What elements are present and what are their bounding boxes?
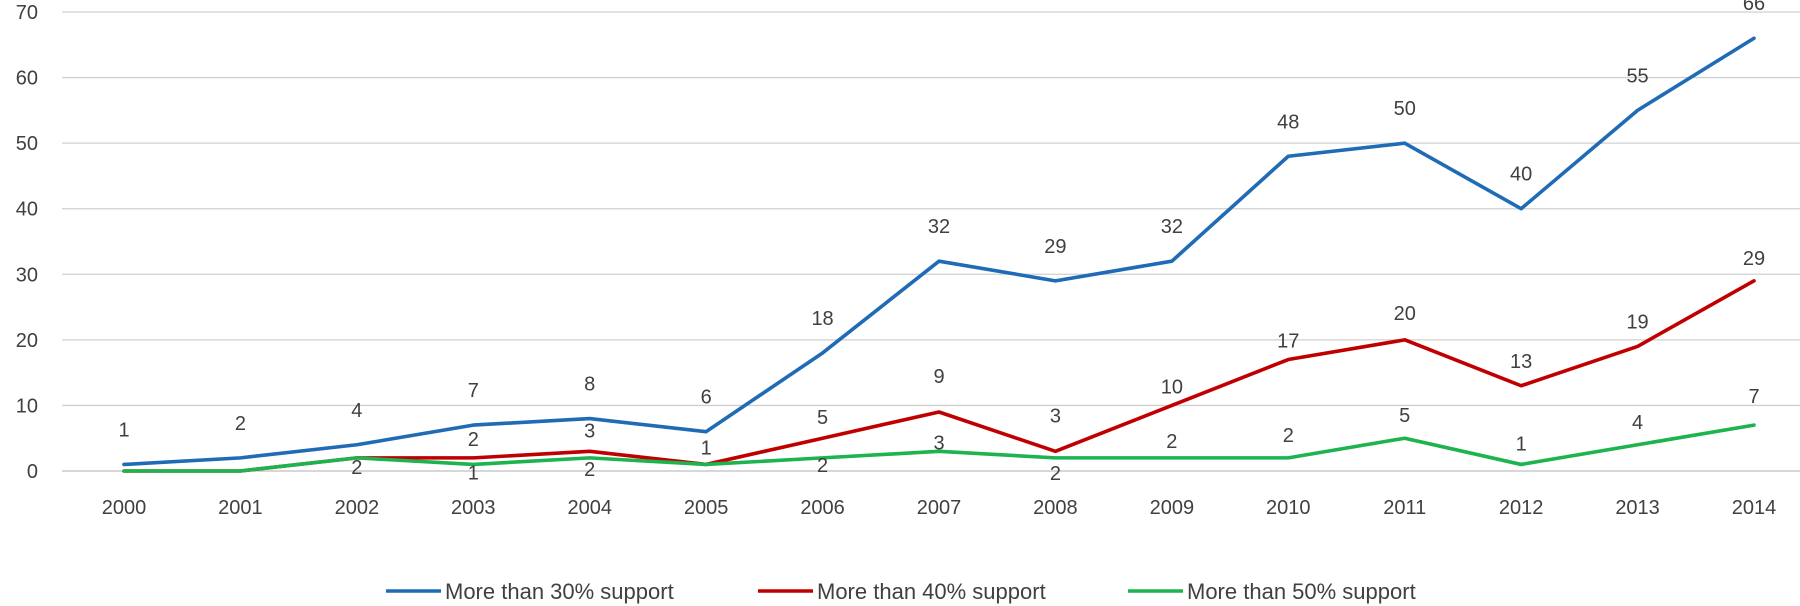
data-label: 7 (468, 380, 479, 402)
x-axis-tick-labels: 2000 2001 2002 2003 2004 2005 2006 2007 2008 2009… (102, 497, 1777, 519)
legend: More than 30% support More than 40% suppo… (386, 579, 1416, 604)
x-tick-label: 2001 (218, 497, 263, 519)
x-tick-label: 2008 (1033, 497, 1078, 519)
gridlines (62, 11, 1800, 472)
data-label: 2 (1283, 425, 1294, 447)
legend-label: More than 40% support (817, 579, 1046, 604)
data-label: 1 (118, 419, 129, 441)
data-label: 29 (1044, 236, 1066, 258)
data-label: 5 (817, 407, 828, 429)
series-line (122, 423, 1756, 473)
x-tick-label: 2011 (1383, 497, 1426, 519)
y-tick-label: 10 (16, 395, 38, 417)
series-lines (122, 36, 1756, 473)
data-label: 13 (1510, 351, 1532, 373)
data-label: 20 (1394, 303, 1416, 325)
data-label: 1 (468, 462, 479, 484)
data-label: 29 (1743, 248, 1765, 270)
data-label: 40 (1510, 164, 1532, 186)
data-label: 5 (1399, 405, 1410, 427)
x-tick-label: 2002 (335, 497, 380, 519)
data-label: 4 (1632, 412, 1643, 434)
x-tick-label: 2003 (451, 497, 496, 519)
x-tick-label: 2005 (684, 497, 729, 519)
y-tick-label: 70 (16, 2, 38, 24)
data-label: 10 (1161, 376, 1183, 398)
data-label: 50 (1394, 98, 1416, 120)
x-tick-label: 2000 (102, 497, 147, 519)
data-label: 66 (1743, 0, 1765, 15)
x-tick-label: 2007 (917, 497, 962, 519)
series-line (122, 36, 1756, 467)
y-tick-label: 0 (27, 461, 38, 483)
data-label: 32 (928, 216, 950, 238)
data-label: 2 (1166, 431, 1177, 453)
data-label: 1 (1516, 433, 1527, 455)
y-tick-label: 60 (16, 68, 38, 90)
x-tick-label: 2004 (567, 497, 612, 519)
data-label: 2 (817, 455, 828, 477)
y-tick-label: 30 (16, 264, 38, 286)
data-label: 32 (1161, 216, 1183, 238)
data-label: 48 (1277, 111, 1299, 133)
data-label: 1 (701, 437, 712, 459)
data-label: 7 (1748, 386, 1759, 408)
x-tick-label: 2012 (1499, 497, 1544, 519)
x-tick-label: 2010 (1266, 497, 1311, 519)
data-label: 2 (1050, 463, 1061, 485)
data-label: 3 (933, 432, 944, 454)
data-label: 4 (351, 400, 362, 422)
data-label: 3 (584, 420, 595, 442)
data-label: 9 (933, 366, 944, 388)
y-tick-label: 50 (16, 133, 38, 155)
y-tick-label: 40 (16, 199, 38, 221)
y-tick-label: 20 (16, 330, 38, 352)
data-label: 8 (584, 374, 595, 396)
data-label: 18 (811, 308, 833, 330)
data-label: 3 (1050, 405, 1061, 427)
data-label: 2 (468, 429, 479, 451)
x-tick-label: 2009 (1150, 497, 1195, 519)
data-label: 19 (1626, 311, 1648, 333)
legend-label: More than 30% support (445, 579, 674, 604)
x-tick-label: 2006 (800, 497, 845, 519)
data-label: 55 (1626, 65, 1648, 87)
data-label: 2 (235, 413, 246, 435)
x-tick-label: 2014 (1732, 497, 1777, 519)
data-label: 17 (1277, 331, 1299, 353)
series-line (122, 279, 1756, 473)
x-tick-label: 2013 (1615, 497, 1660, 519)
data-label: 6 (701, 387, 712, 409)
data-label: 2 (351, 457, 362, 479)
data-label: 2 (584, 459, 595, 481)
legend-label: More than 50% support (1187, 579, 1416, 604)
y-axis-tick-labels: 0 10 20 30 40 50 60 70 (16, 2, 38, 483)
